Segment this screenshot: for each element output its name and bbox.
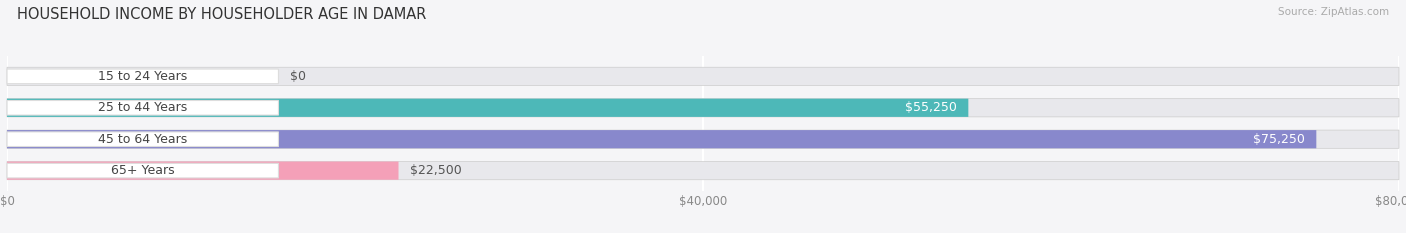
Text: $75,250: $75,250 [1253,133,1305,146]
FancyBboxPatch shape [7,161,1399,180]
Text: 25 to 44 Years: 25 to 44 Years [98,101,187,114]
Text: 45 to 64 Years: 45 to 64 Years [98,133,187,146]
Text: $55,250: $55,250 [905,101,957,114]
FancyBboxPatch shape [7,161,398,180]
FancyBboxPatch shape [7,130,1316,148]
Text: Source: ZipAtlas.com: Source: ZipAtlas.com [1278,7,1389,17]
FancyBboxPatch shape [7,69,278,84]
FancyBboxPatch shape [7,100,278,115]
Text: $0: $0 [290,70,305,83]
Text: $22,500: $22,500 [409,164,461,177]
FancyBboxPatch shape [7,67,1399,86]
FancyBboxPatch shape [7,132,278,147]
Text: 15 to 24 Years: 15 to 24 Years [98,70,187,83]
FancyBboxPatch shape [7,130,1399,148]
FancyBboxPatch shape [7,99,969,117]
Text: HOUSEHOLD INCOME BY HOUSEHOLDER AGE IN DAMAR: HOUSEHOLD INCOME BY HOUSEHOLDER AGE IN D… [17,7,426,22]
FancyBboxPatch shape [7,99,1399,117]
FancyBboxPatch shape [7,163,278,178]
Text: 65+ Years: 65+ Years [111,164,174,177]
